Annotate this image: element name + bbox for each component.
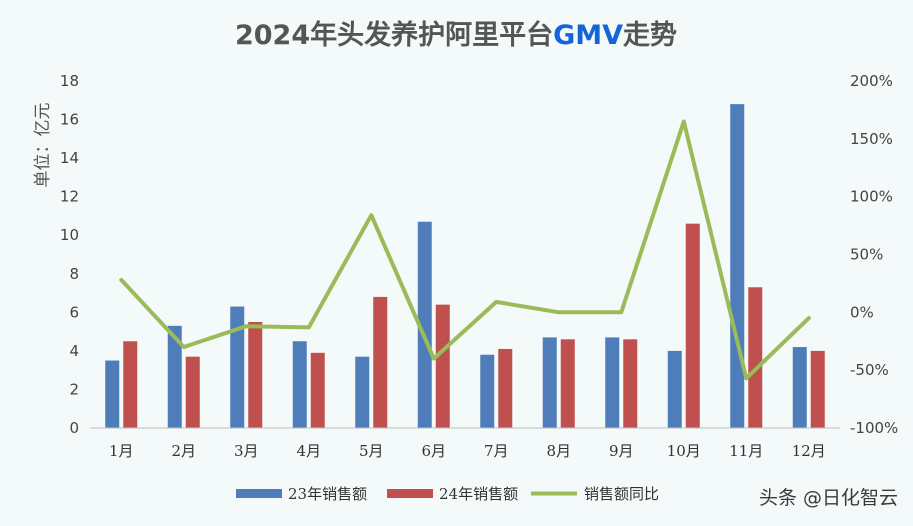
bar-series1 bbox=[355, 356, 370, 428]
x-tick-label: 1月 bbox=[109, 442, 134, 460]
y-tick-label: 14 bbox=[60, 149, 79, 167]
bar-series2 bbox=[623, 339, 638, 428]
y2-tick-label: 100% bbox=[850, 188, 893, 206]
y-tick-label: 0 bbox=[69, 419, 79, 437]
x-tick-label: 7月 bbox=[484, 442, 509, 460]
y2-tick-label: -100% bbox=[850, 419, 898, 437]
bar-series2 bbox=[310, 352, 325, 428]
bar-series2 bbox=[435, 304, 450, 428]
chart-title: 2024年头发养护阿里平台GMV走势 bbox=[235, 19, 677, 51]
legend-label: 24年销售额 bbox=[439, 485, 518, 503]
y2-tick-label: -50% bbox=[850, 361, 889, 379]
x-tick-label: 4月 bbox=[296, 442, 321, 460]
bar-series2 bbox=[685, 223, 700, 428]
bar-series2 bbox=[498, 348, 513, 428]
y-tick-label: 18 bbox=[60, 72, 79, 90]
bar-series2 bbox=[373, 296, 388, 428]
x-tick-label: 11月 bbox=[729, 442, 763, 460]
x-tick-label: 3月 bbox=[234, 442, 259, 460]
y2-tick-label: 50% bbox=[850, 246, 883, 264]
x-tick-label: 10月 bbox=[667, 442, 701, 460]
bar-series1 bbox=[167, 325, 182, 428]
y-tick-label: 10 bbox=[60, 226, 79, 244]
bar-series2 bbox=[123, 341, 138, 428]
bars-layer bbox=[105, 104, 825, 428]
bar-series1 bbox=[292, 341, 307, 428]
y-axis-label: 单位：亿元 bbox=[33, 103, 53, 188]
chart-title-accent: GMV bbox=[553, 20, 623, 51]
bar-series1 bbox=[667, 350, 682, 428]
bar-series2 bbox=[560, 339, 575, 428]
legend-label: 销售额同比 bbox=[584, 485, 659, 503]
x-tick-label: 9月 bbox=[609, 442, 634, 460]
legend-swatch bbox=[387, 489, 433, 498]
legend-swatch bbox=[236, 489, 282, 498]
y-tick-label: 2 bbox=[69, 380, 79, 398]
x-tick-label: 5月 bbox=[359, 442, 384, 460]
y2-tick-label: 200% bbox=[850, 72, 893, 90]
bar-series1 bbox=[605, 337, 620, 428]
bar-series2 bbox=[810, 350, 825, 428]
bar-series1 bbox=[730, 104, 745, 428]
x-tick-label: 6月 bbox=[421, 442, 446, 460]
bar-series2 bbox=[185, 356, 200, 428]
y-tick-label: 6 bbox=[69, 303, 79, 321]
bar-series1 bbox=[105, 360, 120, 428]
x-tick-label: 12月 bbox=[792, 442, 826, 460]
watermark: 头条 @日化智云 bbox=[759, 487, 898, 509]
chart-title-part: 走势 bbox=[623, 20, 677, 51]
chart-title-part: 2024年头发养护阿里平台 bbox=[235, 19, 553, 51]
bar-series1 bbox=[417, 221, 432, 428]
bar-series1 bbox=[480, 354, 495, 428]
bar-series2 bbox=[748, 287, 763, 428]
line-layer bbox=[119, 119, 811, 381]
y-tick-label: 4 bbox=[69, 342, 79, 360]
y-tick-label: 16 bbox=[60, 111, 79, 129]
y-tick-label: 8 bbox=[69, 265, 79, 283]
y2-tick-label: 0% bbox=[850, 303, 874, 321]
y-tick-label: 12 bbox=[60, 188, 79, 206]
y2-tick-label: 150% bbox=[850, 130, 893, 148]
line-series bbox=[119, 119, 811, 381]
x-tick-label: 2月 bbox=[171, 442, 196, 460]
bar-series1 bbox=[792, 347, 807, 428]
legend: 23年销售额 24年销售额 销售额同比 bbox=[236, 485, 659, 503]
legend-label: 23年销售额 bbox=[288, 485, 367, 503]
bar-series1 bbox=[230, 306, 245, 428]
bar-series1 bbox=[542, 337, 557, 428]
axes-layer: 1月 2月 3月 4月 5月 6月 7月 8月 9月 10月 11月 12月 0 2 4 6 8 10 12 14 16… bbox=[60, 72, 898, 460]
x-tick-label: 8月 bbox=[546, 442, 571, 460]
bar-series2 bbox=[248, 321, 263, 428]
